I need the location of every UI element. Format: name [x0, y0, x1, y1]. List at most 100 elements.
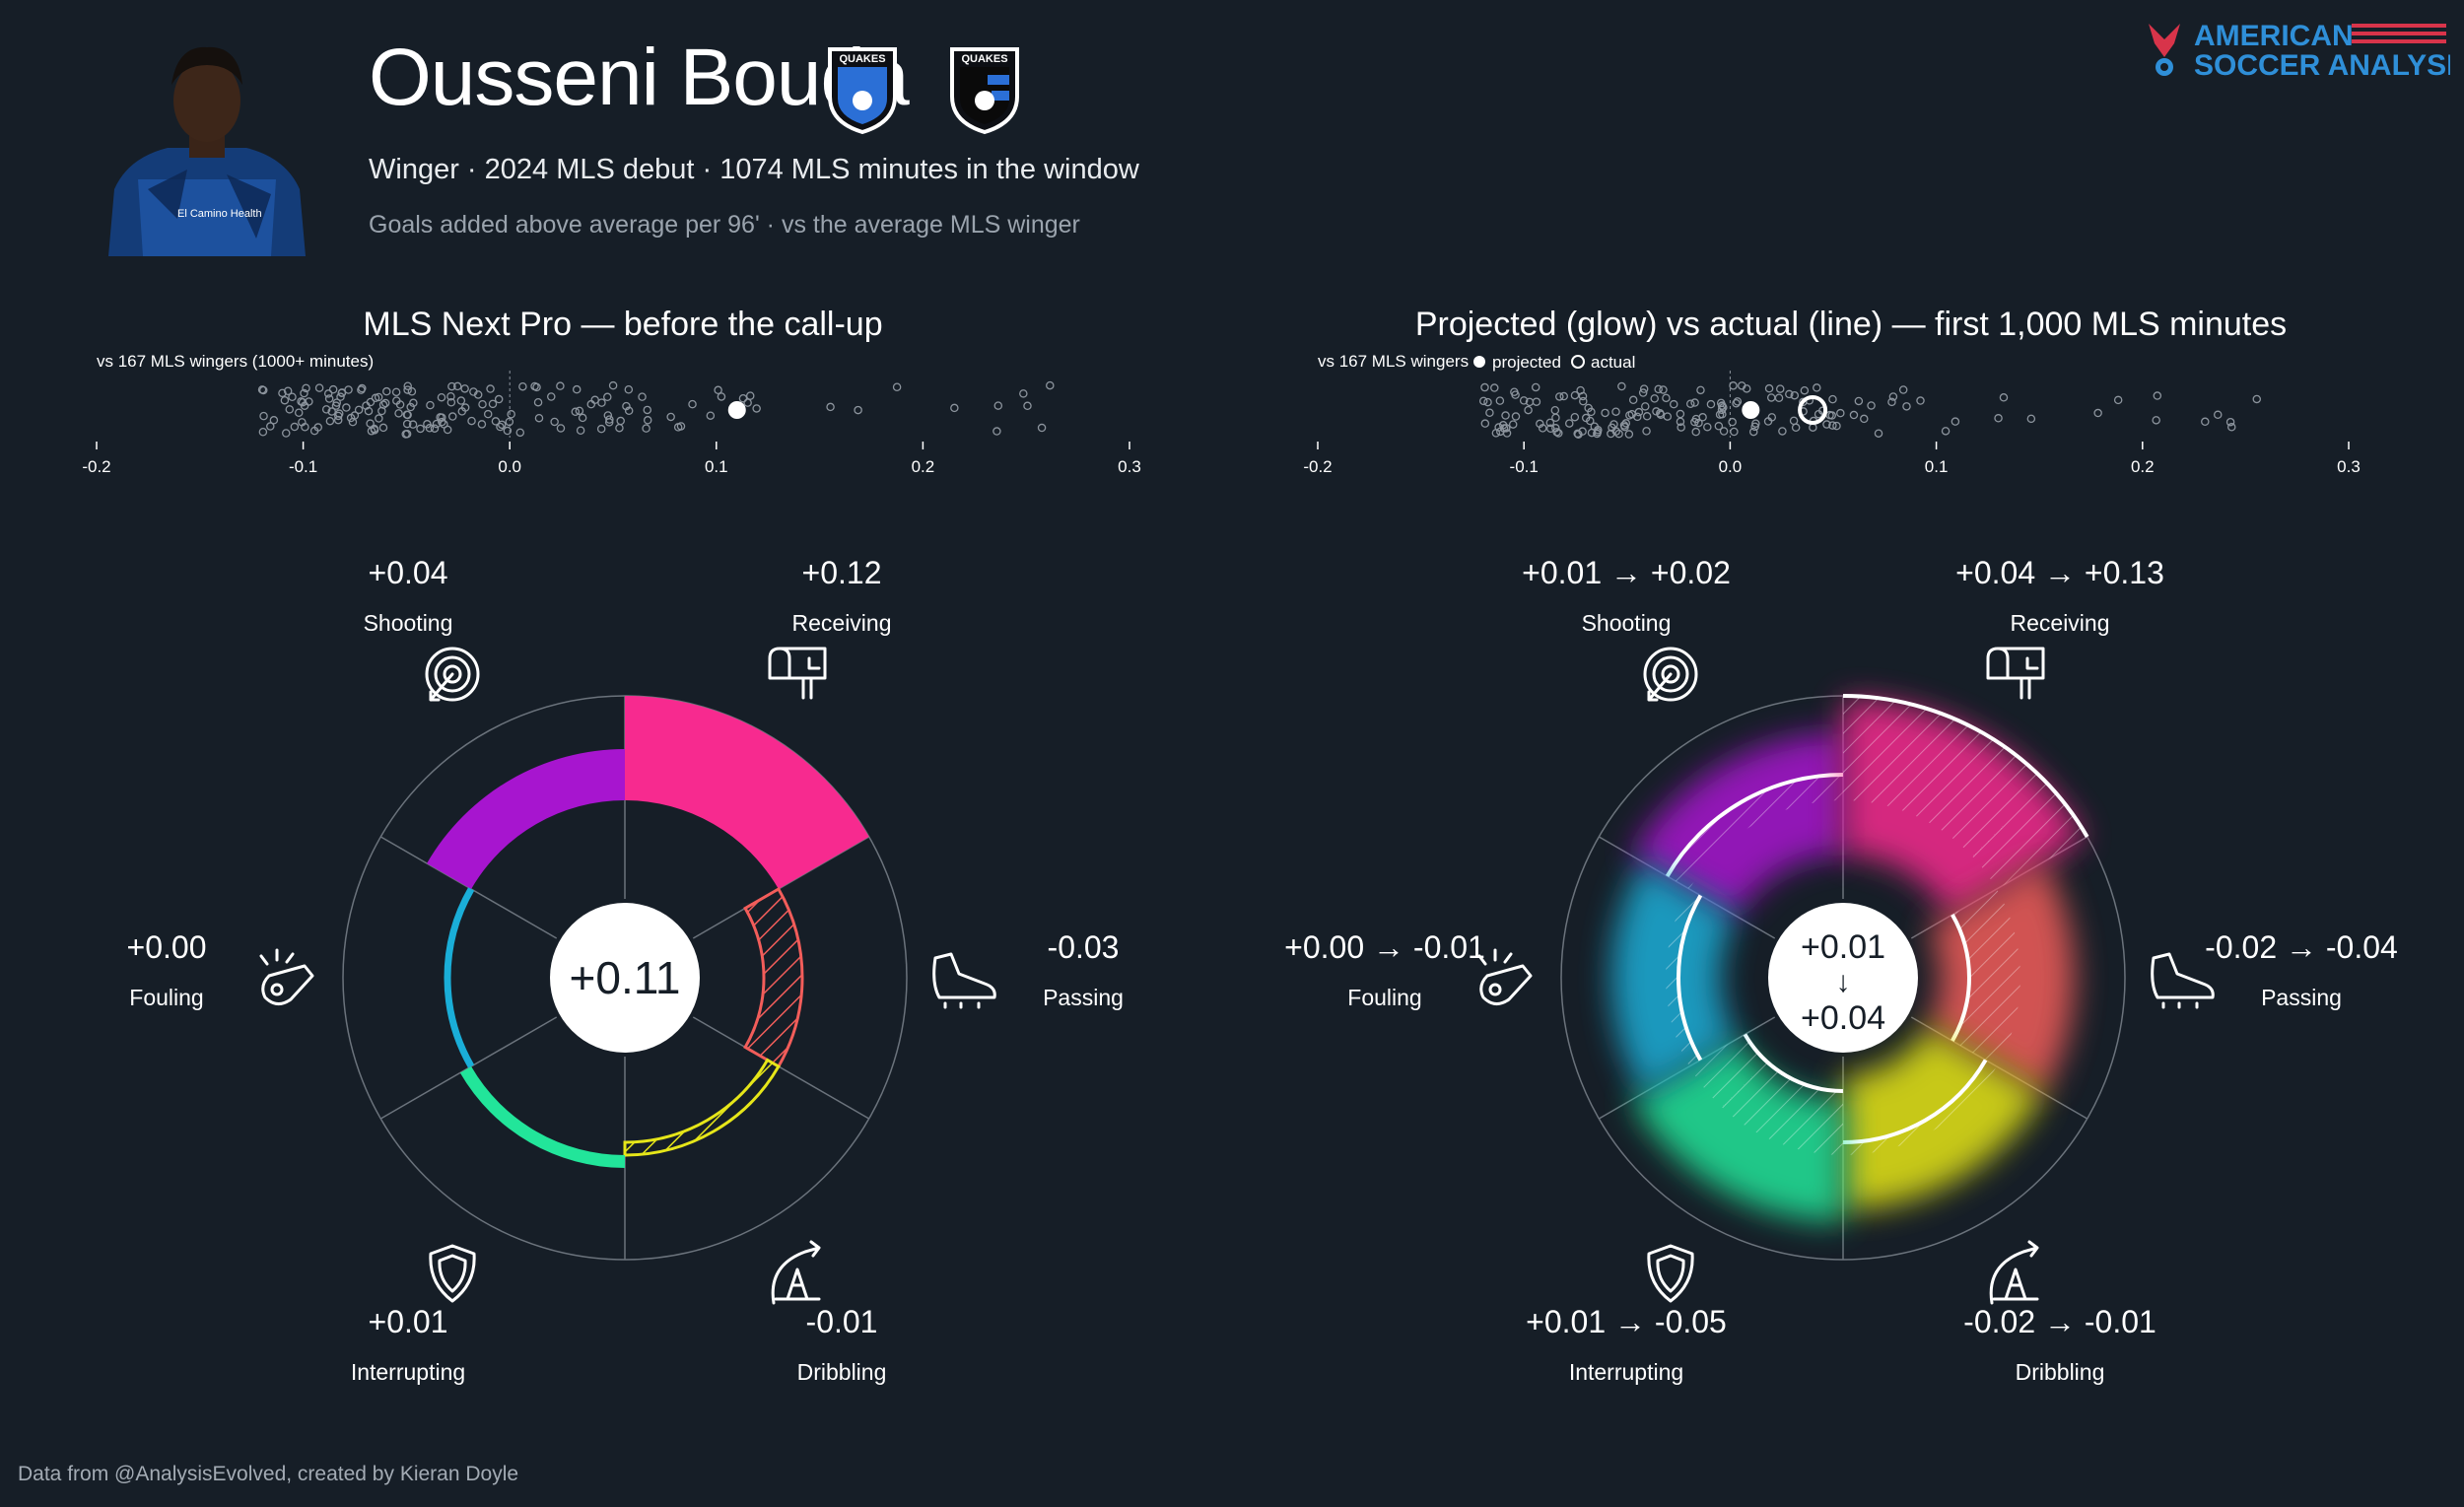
population-point: [1729, 381, 1738, 390]
axis-tick-label: 0.3: [1118, 457, 1141, 476]
population-point: [440, 420, 448, 429]
population-point: [282, 429, 291, 438]
population-point: [1495, 396, 1505, 405]
population-point: [1849, 410, 1859, 420]
population-point: [572, 384, 582, 394]
population-point: [423, 420, 432, 429]
population-point: [1785, 389, 1794, 399]
value-label-passing: -0.02 → -0.04: [2205, 929, 2398, 965]
glow-interrupting: [1631, 1039, 1843, 1222]
category-label-passing: Passing: [1043, 985, 1124, 1010]
population-point: [354, 405, 364, 415]
player-actual-point: [1798, 395, 1828, 425]
population-point: [1650, 394, 1659, 403]
population-point: [1617, 381, 1626, 391]
population-point: [556, 424, 566, 433]
population-point: [1614, 429, 1623, 439]
population-point: [2153, 391, 2162, 400]
population-point: [1898, 385, 1908, 394]
population-point: [1706, 399, 1716, 409]
population-point: [294, 408, 304, 417]
axis-tick-label: -0.2: [1303, 457, 1332, 476]
population-point: [1508, 420, 1518, 429]
whistle-icon: [259, 948, 314, 1005]
axis-tick-label: 0.2: [2131, 457, 2155, 476]
population-point: [666, 412, 675, 422]
population-point: [288, 392, 297, 402]
population-point: [1559, 391, 1569, 401]
population-point: [467, 416, 476, 426]
population-point: [1663, 412, 1673, 421]
population-point: [1037, 423, 1047, 433]
population-point: [301, 423, 309, 432]
population-point: [1601, 408, 1609, 418]
population-point: [391, 387, 401, 397]
population-point: [1867, 401, 1876, 410]
bar-receiving: [625, 696, 869, 889]
population-point: [350, 411, 360, 420]
population-point: [992, 427, 1001, 436]
population-point: [394, 409, 403, 418]
population-point: [643, 416, 652, 425]
value-label-fouling: +0.00 → -0.01: [1284, 929, 1485, 965]
axis-tick-label: -0.2: [82, 457, 110, 476]
population-point: [374, 392, 383, 402]
population-point: [1046, 380, 1055, 390]
mailbox-icon: [768, 647, 827, 700]
eagle-icon: [2149, 24, 2180, 76]
brand-line2: SOCCER ANALYSIS: [2194, 49, 2450, 82]
population-point: [430, 424, 440, 433]
population-point: [1737, 381, 1746, 390]
axis-tick-label: -0.1: [289, 457, 317, 476]
population-point: [402, 419, 412, 429]
population-point: [518, 381, 527, 391]
population-point: [1519, 396, 1529, 405]
population-point: [717, 392, 726, 401]
population-point: [366, 397, 376, 407]
population-point: [643, 405, 652, 415]
population-point: [1764, 383, 1774, 393]
population-point: [1532, 397, 1541, 406]
population-point: [309, 426, 319, 436]
population-point: [1887, 397, 1896, 407]
population-point: [1581, 413, 1591, 423]
population-point: [1510, 387, 1519, 396]
population-point: [533, 397, 543, 407]
population-point: [1565, 419, 1574, 428]
population-point: [515, 428, 525, 438]
value-label-dribbling: -0.02 → -0.01: [1963, 1304, 2156, 1339]
population-point: [337, 388, 347, 397]
population-point: [638, 392, 647, 401]
population-point: [1789, 416, 1799, 426]
strip-plot-nextpro: MLS Next Pro — before the call-up vs 167…: [82, 306, 1140, 476]
category-label-passing: Passing: [2261, 985, 2342, 1010]
population-point: [1732, 399, 1741, 408]
center-actual-total: +0.04: [1801, 999, 1885, 1037]
population-point: [534, 413, 544, 423]
population-point: [950, 403, 959, 413]
population-point: [688, 399, 697, 409]
spoke: [692, 836, 870, 939]
population-point: [1822, 420, 1831, 429]
actual-line-passing: [1951, 914, 1971, 1042]
population-point: [2093, 408, 2102, 418]
population-point: [488, 399, 498, 409]
population-point: [2201, 417, 2210, 427]
legend-actual-marker: [1571, 355, 1585, 369]
whistle-icon: [1477, 948, 1533, 1005]
population-point: [1791, 423, 1801, 433]
population-point: [1719, 427, 1729, 436]
value-label-receiving: +0.12: [802, 555, 882, 590]
population-point: [382, 386, 391, 396]
population-point: [1498, 421, 1508, 430]
population-point: [446, 398, 456, 407]
population-point: [745, 391, 755, 400]
brand-line1: AMERICAN: [2194, 20, 2354, 52]
crest-text-1: QUAKES: [839, 53, 885, 65]
population-point: [1642, 427, 1651, 436]
population-point: [624, 385, 634, 394]
population-point: [1717, 405, 1727, 415]
population-point: [1677, 423, 1685, 432]
population-point: [323, 389, 333, 398]
population-point: [2026, 414, 2036, 424]
